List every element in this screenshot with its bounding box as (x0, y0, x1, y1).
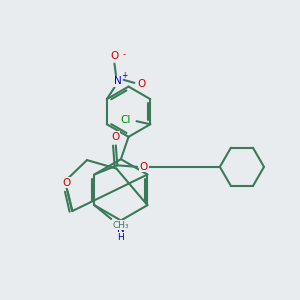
Text: -: - (122, 50, 125, 59)
Text: O: O (137, 79, 146, 89)
Text: O: O (112, 132, 120, 142)
Text: N: N (114, 76, 122, 86)
Text: H: H (118, 233, 124, 242)
Text: +: + (121, 71, 127, 80)
Text: N: N (117, 224, 125, 234)
Text: O: O (110, 51, 118, 61)
Text: Cl: Cl (120, 115, 130, 125)
Text: O: O (62, 178, 70, 188)
Text: O: O (140, 162, 148, 172)
Text: CH₃: CH₃ (112, 220, 129, 230)
